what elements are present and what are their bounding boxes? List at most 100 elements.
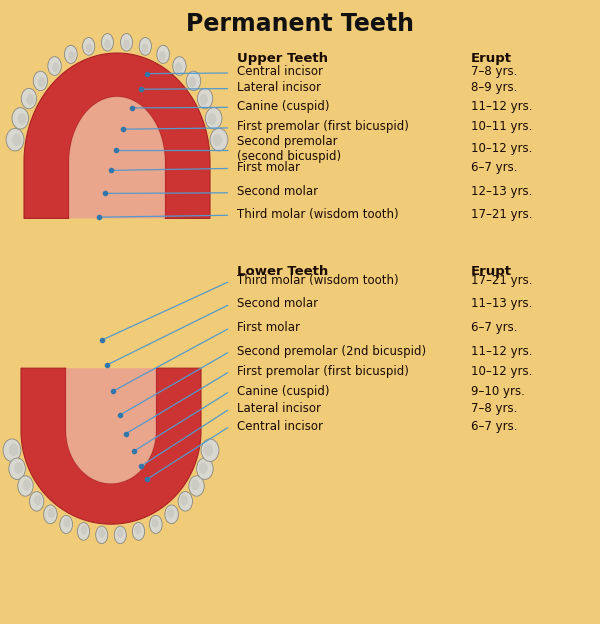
Ellipse shape — [68, 51, 75, 61]
Ellipse shape — [38, 77, 46, 87]
Ellipse shape — [165, 505, 178, 524]
Ellipse shape — [205, 108, 222, 129]
Ellipse shape — [212, 134, 222, 146]
Ellipse shape — [123, 39, 130, 49]
Ellipse shape — [9, 444, 19, 456]
Ellipse shape — [9, 458, 25, 479]
Ellipse shape — [101, 34, 113, 51]
Ellipse shape — [77, 522, 89, 540]
Text: Permanent Teeth: Permanent Teeth — [186, 12, 414, 36]
Ellipse shape — [201, 439, 219, 462]
Ellipse shape — [210, 129, 228, 151]
Ellipse shape — [133, 522, 145, 540]
Text: 10–11 yrs.: 10–11 yrs. — [471, 120, 532, 133]
Text: Canine (cuspid): Canine (cuspid) — [237, 100, 329, 112]
Text: Second premolar (2nd bicuspid): Second premolar (2nd bicuspid) — [237, 345, 426, 358]
Text: 8–9 yrs.: 8–9 yrs. — [471, 81, 517, 94]
Ellipse shape — [117, 529, 124, 538]
Ellipse shape — [173, 57, 186, 76]
Ellipse shape — [12, 108, 29, 129]
Text: Second molar: Second molar — [237, 185, 318, 198]
Ellipse shape — [26, 94, 35, 105]
Ellipse shape — [14, 462, 23, 474]
Ellipse shape — [189, 475, 204, 496]
Ellipse shape — [3, 439, 21, 462]
Text: Central incisor: Central incisor — [237, 420, 323, 432]
Ellipse shape — [114, 526, 126, 544]
Text: First premolar (first bicuspid): First premolar (first bicuspid) — [237, 365, 409, 378]
Ellipse shape — [64, 518, 70, 528]
Ellipse shape — [187, 71, 201, 90]
Ellipse shape — [44, 505, 57, 524]
Text: First premolar (first bicuspid): First premolar (first bicuspid) — [237, 120, 409, 133]
Text: First molar: First molar — [237, 321, 300, 334]
Ellipse shape — [157, 46, 170, 64]
Ellipse shape — [18, 475, 33, 496]
Text: First molar: First molar — [237, 161, 300, 173]
Text: 7–8 yrs.: 7–8 yrs. — [471, 402, 517, 415]
Ellipse shape — [199, 94, 208, 105]
Text: Second premolar
(second bicuspid): Second premolar (second bicuspid) — [237, 135, 341, 162]
Text: Canine (cuspid): Canine (cuspid) — [237, 385, 329, 397]
Text: 9–10 yrs.: 9–10 yrs. — [471, 385, 525, 397]
Text: Lower Teeth: Lower Teeth — [237, 265, 328, 278]
Ellipse shape — [83, 37, 95, 56]
Ellipse shape — [33, 71, 47, 90]
Ellipse shape — [142, 43, 148, 53]
Ellipse shape — [139, 37, 151, 56]
Ellipse shape — [29, 492, 44, 511]
Text: 6–7 yrs.: 6–7 yrs. — [471, 321, 517, 334]
Ellipse shape — [208, 113, 217, 125]
Text: 6–7 yrs.: 6–7 yrs. — [471, 420, 517, 432]
Ellipse shape — [52, 62, 59, 72]
Text: Upper Teeth: Upper Teeth — [237, 52, 328, 66]
Ellipse shape — [167, 508, 174, 518]
Text: 7–8 yrs.: 7–8 yrs. — [471, 66, 517, 78]
Text: 17–21 yrs.: 17–21 yrs. — [471, 208, 533, 220]
Text: 6–7 yrs.: 6–7 yrs. — [471, 161, 517, 173]
Ellipse shape — [98, 529, 105, 538]
Text: 11–12 yrs.: 11–12 yrs. — [471, 100, 533, 112]
Text: Lateral incisor: Lateral incisor — [237, 81, 321, 94]
Polygon shape — [21, 368, 201, 524]
Ellipse shape — [34, 495, 42, 505]
Ellipse shape — [48, 57, 61, 76]
Polygon shape — [24, 53, 210, 218]
Text: 11–13 yrs.: 11–13 yrs. — [471, 298, 532, 310]
Ellipse shape — [64, 46, 77, 64]
Ellipse shape — [23, 479, 31, 490]
Text: Erupt: Erupt — [471, 265, 512, 278]
Ellipse shape — [6, 129, 24, 151]
Ellipse shape — [134, 525, 142, 535]
Polygon shape — [69, 97, 165, 218]
Text: Third molar (wisdom tooth): Third molar (wisdom tooth) — [237, 208, 398, 220]
Ellipse shape — [121, 34, 133, 51]
Ellipse shape — [197, 89, 213, 109]
Text: 12–13 yrs.: 12–13 yrs. — [471, 185, 532, 198]
Ellipse shape — [203, 444, 213, 456]
Ellipse shape — [48, 508, 55, 518]
Ellipse shape — [80, 525, 88, 535]
Text: 10–12 yrs.: 10–12 yrs. — [471, 142, 532, 155]
Text: 10–12 yrs.: 10–12 yrs. — [471, 365, 532, 378]
Text: Second molar: Second molar — [237, 298, 318, 310]
Ellipse shape — [159, 51, 166, 61]
Text: Lateral incisor: Lateral incisor — [237, 402, 321, 415]
Ellipse shape — [149, 515, 162, 534]
Ellipse shape — [104, 39, 111, 49]
Ellipse shape — [86, 43, 92, 53]
Text: Central incisor: Central incisor — [237, 66, 323, 78]
Ellipse shape — [21, 89, 37, 109]
Ellipse shape — [60, 515, 73, 534]
Ellipse shape — [175, 62, 182, 72]
Text: Third molar (wisdom tooth): Third molar (wisdom tooth) — [237, 275, 398, 287]
Ellipse shape — [191, 479, 199, 490]
Ellipse shape — [197, 458, 213, 479]
Ellipse shape — [180, 495, 188, 505]
Text: 11–12 yrs.: 11–12 yrs. — [471, 345, 533, 358]
Ellipse shape — [178, 492, 193, 511]
Polygon shape — [66, 368, 156, 484]
Ellipse shape — [17, 113, 26, 125]
Ellipse shape — [188, 77, 196, 87]
Text: 17–21 yrs.: 17–21 yrs. — [471, 275, 533, 287]
